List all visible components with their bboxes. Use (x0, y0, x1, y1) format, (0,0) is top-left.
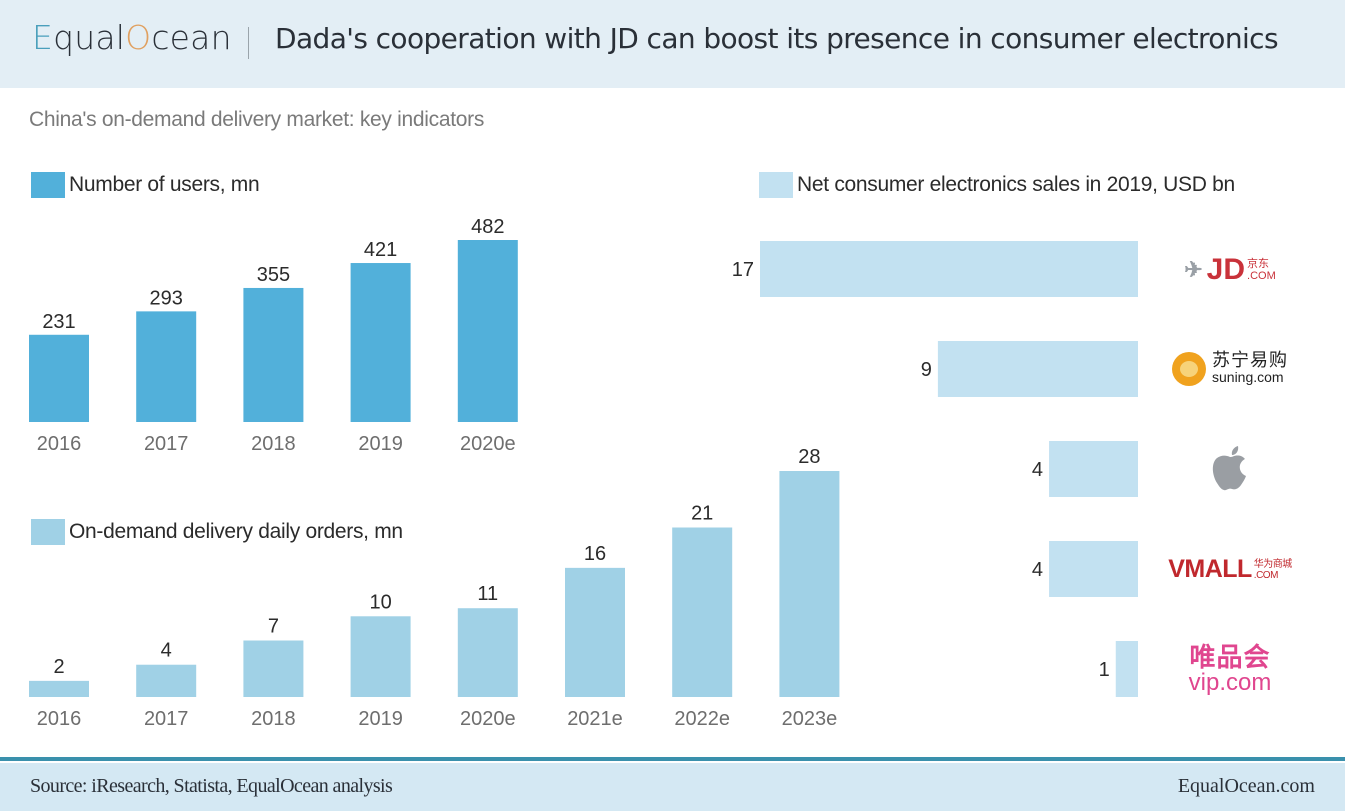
orders-x-tick: 2018 (251, 708, 296, 730)
orders-bar-value: 2 (53, 656, 64, 678)
orders-x-tick: 2017 (144, 708, 189, 730)
orders-bar-value: 10 (369, 591, 391, 613)
jd-logo: ✈ JD 京东 .COM (1150, 242, 1310, 298)
orders-bar-value: 7 (268, 616, 279, 638)
sales-bar (1115, 641, 1138, 697)
users-bar-value: 231 (42, 311, 75, 333)
suning-lion-icon (1172, 352, 1206, 386)
orders-bar (457, 608, 518, 697)
vip-logo-cn: 唯品会 (1189, 642, 1271, 672)
users-bar (243, 287, 304, 422)
logo-cean: cean (151, 18, 232, 57)
orders-x-tick: 2023e (782, 708, 838, 730)
users-bar (136, 311, 197, 422)
sales-legend-swatch (759, 172, 793, 198)
sales-bar-value: 9 (921, 359, 932, 381)
jd-logo-com: .COM (1247, 270, 1276, 282)
sales-bar (1049, 441, 1138, 497)
sales-bar (937, 341, 1138, 397)
users-x-tick: 2016 (37, 433, 82, 455)
orders-x-tick: 2019 (358, 708, 403, 730)
jd-logo-cn: 京东 (1247, 258, 1270, 270)
orders-x-tick: 2020e (460, 708, 516, 730)
orders-bar (29, 680, 89, 697)
orders-bar (779, 471, 840, 697)
orders-bar (350, 616, 411, 697)
sales-bar (1049, 541, 1138, 597)
orders-bar-value: 21 (691, 503, 713, 525)
suning-logo-en: suning.com (1212, 369, 1284, 385)
orders-x-tick: 2016 (37, 708, 82, 730)
vmall-logo-com: .COM (1253, 569, 1279, 581)
header-divider (248, 27, 249, 59)
users-legend-swatch (31, 172, 65, 198)
sales-bar-value: 1 (1099, 659, 1110, 681)
users-bar (350, 263, 411, 422)
sales-bar (760, 241, 1138, 297)
users-bar-value: 293 (150, 287, 183, 309)
users-x-tick: 2017 (144, 433, 189, 455)
vmall-logo: VMALL 华为商城 .COM (1150, 541, 1310, 597)
orders-bar-value: 28 (798, 446, 820, 468)
sales-bar-value: 17 (732, 259, 754, 281)
page-title: Dada's cooperation with JD can boost its… (275, 22, 1279, 55)
users-x-tick: 2018 (251, 433, 296, 455)
sales-legend: Net consumer electronics sales in 2019, … (759, 172, 1235, 198)
orders-bar (136, 664, 197, 697)
footer: Source: iResearch, Statista, EqualOcean … (0, 763, 1345, 811)
orders-bar-value: 16 (584, 543, 606, 565)
users-bar-value: 421 (364, 239, 397, 261)
orders-bar (672, 527, 733, 697)
logo-e: E (32, 18, 54, 57)
orders-legend-label: On-demand delivery daily orders, mn (69, 520, 403, 543)
apple-icon (1212, 446, 1246, 491)
orders-x-tick: 2021e (567, 708, 623, 730)
orders-legend: On-demand delivery daily orders, mn (31, 519, 403, 545)
vip-logo: 唯品会 vip.com (1150, 642, 1310, 698)
orders-bar (243, 640, 304, 697)
users-legend: Number of users, mn (31, 172, 260, 198)
sales-bar-value: 4 (1032, 559, 1043, 581)
orders-bar (565, 567, 625, 697)
jd-dog-icon: ✈ (1184, 257, 1203, 282)
logo-qual: qual (53, 18, 126, 57)
orders-bar-value: 4 (161, 640, 172, 662)
vmall-logo-cn: 华为商城 (1253, 558, 1293, 570)
vmall-logo-text: VMALL (1168, 554, 1252, 583)
users-x-tick: 2020e (460, 433, 516, 455)
source-note: Source: iResearch, Statista, EqualOcean … (30, 775, 393, 797)
equalocean-logo: EqualOcean (32, 18, 232, 57)
orders-bar-value: 11 (477, 583, 498, 605)
jd-logo-text: JD (1206, 253, 1246, 286)
users-bar-value: 482 (471, 216, 504, 238)
chart-subtitle: China's on-demand delivery market: key i… (29, 108, 485, 131)
users-bar-value: 355 (257, 264, 290, 286)
site-link[interactable]: EqualOcean.com (1177, 775, 1315, 797)
apple-logo (1150, 440, 1310, 496)
footer-divider (0, 757, 1345, 761)
logo-o: O (125, 18, 152, 57)
users-bar (457, 240, 518, 422)
suning-logo-cn: 苏宁易购 (1212, 350, 1288, 370)
users-x-tick: 2019 (358, 433, 403, 455)
header: EqualOcean Dada's cooperation with JD ca… (0, 0, 1345, 88)
orders-x-tick: 2022e (674, 708, 730, 730)
orders-legend-swatch (31, 519, 65, 545)
suning-logo: 苏宁易购 suning.com (1150, 341, 1310, 397)
users-legend-label: Number of users, mn (69, 173, 260, 196)
users-bar (29, 334, 89, 422)
sales-legend-label: Net consumer electronics sales in 2019, … (797, 173, 1235, 196)
sales-bar-value: 4 (1032, 459, 1043, 481)
vip-logo-en: vip.com (1188, 669, 1272, 696)
